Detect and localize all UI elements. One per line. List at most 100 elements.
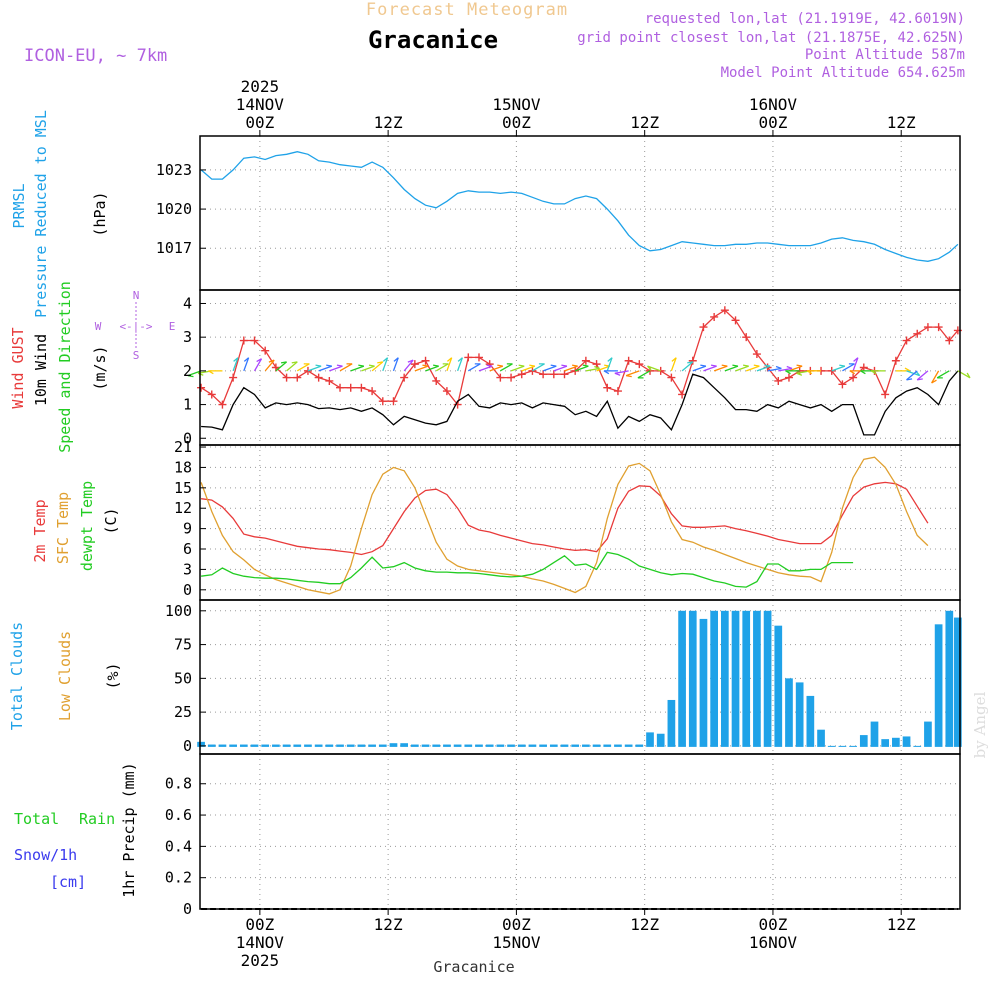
time-label-top: 12Z <box>630 113 659 132</box>
cloud-bar <box>250 744 259 747</box>
cloud-bar <box>207 744 216 747</box>
gust-marker <box>731 316 740 325</box>
gust-marker <box>229 373 238 382</box>
time-label-bottom: 12Z <box>887 915 916 934</box>
wind-direction-arrow <box>553 365 568 372</box>
wind-direction-arrow <box>307 365 322 372</box>
cloud-bar <box>774 625 783 747</box>
gust-marker <box>410 360 419 369</box>
wind-arrow-head <box>626 375 632 378</box>
wind-direction-arrow <box>478 365 493 372</box>
wind-direction-arrow <box>637 370 651 379</box>
gust-marker <box>827 366 836 375</box>
wind-direction-arrow <box>831 365 846 372</box>
gust-marker <box>881 390 890 399</box>
wind-direction-arrow <box>724 365 739 372</box>
ytick-label-clouds: 25 <box>174 703 192 721</box>
series-line-wind-gust <box>200 309 959 407</box>
label-cm: [cm] <box>50 873 86 891</box>
wind-arrow-head <box>806 370 813 375</box>
compass-w: W <box>95 320 102 333</box>
wind-arrow-head <box>368 364 375 367</box>
gust-marker <box>378 397 387 406</box>
cloud-bar <box>892 737 900 747</box>
time-label-top: 15NOV <box>492 95 541 114</box>
wind-arrow-head <box>433 364 439 367</box>
wind-direction-arrow <box>435 363 449 372</box>
cloud-bar <box>549 744 558 747</box>
ytick-label-temperature: 3 <box>183 560 192 578</box>
time-label-top: 12Z <box>374 113 403 132</box>
wind-arrow-head <box>393 357 399 362</box>
model-label: ICON-EU, ~ 7km <box>24 46 167 66</box>
compass-e: E <box>169 320 176 333</box>
wind-direction-arrow <box>596 365 610 372</box>
compass-n: N <box>133 289 140 302</box>
cloud-bar <box>293 744 302 747</box>
time-label-top: 16NOV <box>749 95 798 114</box>
gust-marker <box>464 353 473 362</box>
cloud-bar <box>325 744 334 747</box>
cloud-bar <box>346 744 355 747</box>
ytick-label-temperature: 9 <box>183 520 192 538</box>
wind-arrow-head <box>647 365 652 371</box>
wind-direction-arrow <box>713 365 728 372</box>
panel-frame-clouds <box>199 599 961 755</box>
ytick-label-pressure: 1023 <box>156 161 192 179</box>
wind-arrow-head <box>853 357 859 362</box>
wind-arrow-head <box>326 364 332 367</box>
cloud-bar <box>699 618 708 747</box>
cloud-bar <box>453 744 462 747</box>
ytick-label-precip: 0.2 <box>165 869 192 887</box>
wind-direction-arrow <box>521 365 536 372</box>
panel-frame-wind <box>199 289 961 446</box>
gust-marker <box>314 373 323 382</box>
wind-arrow-head <box>721 364 728 367</box>
wind-arrow-head <box>870 370 877 375</box>
ytick-label-precip: 0.6 <box>165 806 192 824</box>
time-label-bottom: 00Z <box>502 915 531 934</box>
cloud-bar <box>443 744 451 747</box>
cloud-bar <box>881 739 890 747</box>
gust-marker <box>838 380 847 389</box>
pressure-side-labels: PRMSL Pressure Reduced to MSL (hPa) <box>10 110 109 318</box>
wind-arrow-head <box>671 357 677 362</box>
wind-direction-arrow <box>392 357 399 372</box>
gust-marker <box>720 306 729 315</box>
time-label-top: 12Z <box>887 113 916 132</box>
label-speed-direction: Speed and Direction <box>56 281 74 453</box>
wind-direction-arrow <box>585 367 600 372</box>
wind-arrow-head <box>796 364 803 367</box>
gust-marker <box>945 336 954 345</box>
label-sfc-temp: SFC Temp <box>54 492 72 564</box>
wind-arrow-head <box>571 364 578 367</box>
wind-arrow-head <box>607 357 613 362</box>
gust-marker <box>635 360 644 369</box>
cloud-bar <box>924 721 932 747</box>
wind-direction-arrow <box>542 365 557 372</box>
ytick-label-temperature: 18 <box>174 458 192 476</box>
wind-arrow-head <box>785 370 791 375</box>
wind-arrow-head <box>860 370 866 375</box>
cloud-bar <box>517 744 526 747</box>
cloud-bar <box>817 729 825 747</box>
cloud-bar <box>464 744 473 747</box>
gust-marker <box>325 376 334 385</box>
wind-arrow-head <box>233 357 239 362</box>
wind-direction-arrow <box>647 365 661 372</box>
wind-arrow-head <box>518 364 525 367</box>
grid-point-coords: grid point closest lon,lat (21.1875E, 42… <box>577 30 965 46</box>
wind-arrow-head <box>382 357 388 362</box>
gust-marker <box>368 387 377 396</box>
time-label-bottom: 12Z <box>630 915 659 934</box>
wind-direction-arrow <box>788 365 803 372</box>
clouds-side-labels: Total Clouds Low Clouds (%) <box>8 622 122 730</box>
gust-marker <box>560 370 569 379</box>
gust-marker <box>571 366 580 375</box>
gust-marker <box>849 373 858 382</box>
wind-direction-arrow <box>735 365 749 372</box>
ytick-label-temperature: 21 <box>174 438 192 456</box>
cloud-bar <box>400 743 409 747</box>
gust-marker <box>346 383 355 392</box>
gust-marker <box>624 356 633 365</box>
